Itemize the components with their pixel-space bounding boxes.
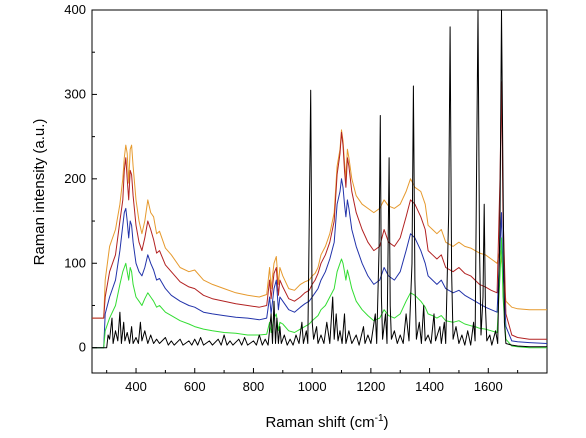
x-axis-title-main: Raman shift (cm [265,414,374,431]
y-axis: 0 100 200 300 400 [64,2,97,355]
plot-area: 0 100 200 300 400 400 600 800 1000 1200 1400 1600 [64,2,548,394]
plot-frame [91,9,548,374]
x-tick-label: 400 [125,379,147,394]
y-tick-label: 200 [64,171,86,186]
y-tick-label: 300 [64,86,86,101]
series-line-1 [92,129,547,319]
x-tick-label: 1200 [356,379,385,394]
x-axis-title-sup: -1 [375,413,384,424]
series-line-2 [92,81,547,340]
series-layer [92,9,548,349]
x-tick-label: 1400 [415,379,444,394]
x-tick-label: 800 [243,379,265,394]
series-line-4 [92,237,547,349]
x-axis-title-close: ) [384,414,389,431]
y-tick-label: 0 [79,340,86,355]
y-tick-label: 400 [64,2,86,17]
x-tick-label: 1000 [298,379,327,394]
y-tick-label: 100 [64,255,86,270]
x-tick-label: 600 [184,379,206,394]
y-axis-title: Raman intensity (a.u.) [31,119,48,266]
x-axis: 400 600 800 1000 1200 1400 1600 [106,368,519,394]
series-line-3 [92,178,548,349]
x-axis-title: Raman shift (cm-1) [265,413,388,431]
series-line-5 [92,9,547,349]
x-tick-label: 1600 [474,379,503,394]
